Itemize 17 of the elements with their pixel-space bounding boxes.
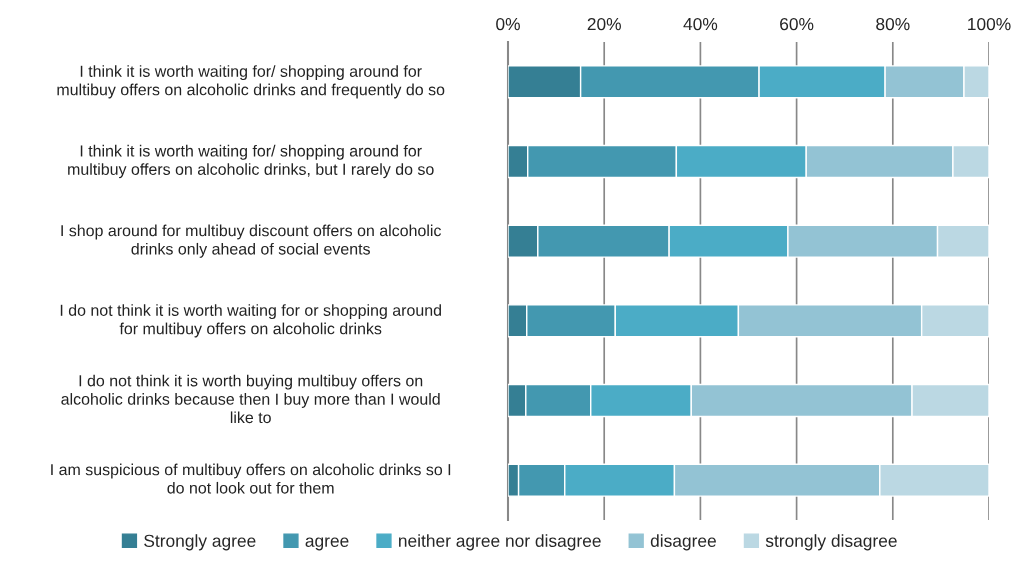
x-tick-label: 80%: [876, 17, 910, 31]
y-tick-label: I do not think it is worth buying multibuy offers on alcoholic drinks because then I buy more than I would like to: [61, 374, 440, 424]
y-tick-label: I think it is worth waiting for/ shopping around for multibuy offers on alcoholic drinks, but I rarely do so: [68, 144, 434, 179]
x-tick-label: 60%: [780, 17, 814, 31]
y-tick-label: I think it is worth waiting for/ shopping around for multibuy offers on alcoholic drinks and frequently do so: [57, 65, 445, 99]
legend-label: neither agree nor disagree: [399, 534, 601, 551]
legend-label: agree: [305, 537, 349, 551]
x-tick-label: 20%: [587, 17, 621, 31]
y-tick-label: I shop around for multibuy discount offers on alcoholic drinks only ahead of social events: [61, 224, 441, 258]
legend-label: disagree: [650, 534, 716, 551]
x-tick-label: 40%: [683, 17, 718, 31]
x-tick-label: 0%: [496, 17, 520, 31]
legend-label: strongly disagree: [765, 534, 897, 551]
x-tick-label: 100%: [968, 17, 1011, 31]
legend-label: Strongly agree: [144, 534, 256, 551]
y-tick-label: I am suspicious of multibuy offers on alcoholic drinks so I do not look out for them: [51, 463, 451, 494]
y-tick-label: I do not think it is worth waiting for or shopping around for multibuy offers on alcoholic drinks: [60, 304, 441, 338]
